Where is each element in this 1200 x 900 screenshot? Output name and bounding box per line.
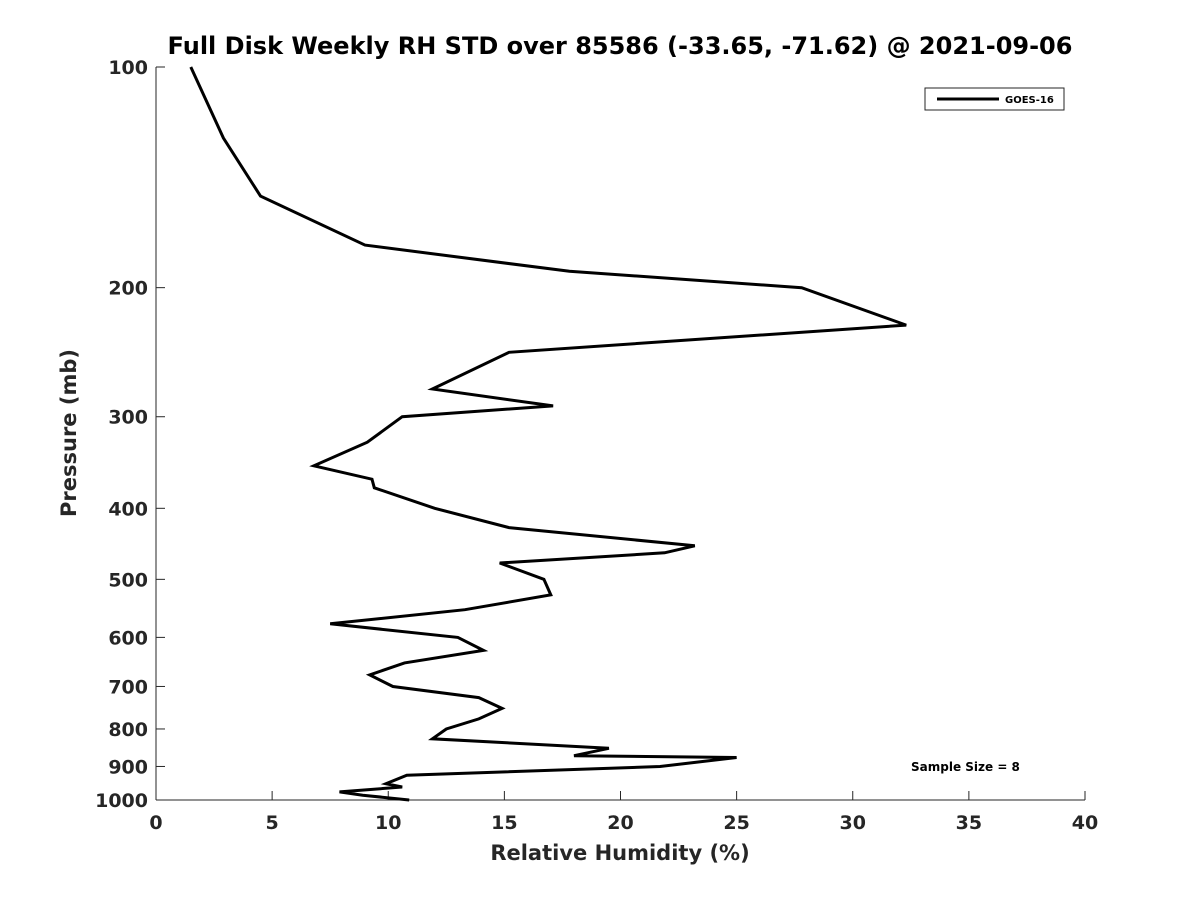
y-tick-label: 100 (108, 57, 148, 79)
y-axis: 100 200 300 400 500 600 700 800 900 1000 (95, 57, 165, 812)
y-tick-label: 500 (108, 569, 148, 591)
y-tick-label: 800 (108, 719, 148, 741)
series-line-goes-16 (189, 66, 907, 802)
y-tick-label: 400 (108, 498, 148, 520)
x-tick-label: 15 (491, 812, 517, 834)
x-tick-label: 20 (607, 812, 633, 834)
y-axis-label: Pressure (mb) (57, 349, 81, 517)
sample-size-annotation: Sample Size = 8 (911, 760, 1020, 774)
x-tick-label: 25 (723, 812, 749, 834)
y-tick-label: 1000 (95, 790, 148, 812)
chart-title: Full Disk Weekly RH STD over 85586 (-33.… (168, 32, 1073, 60)
x-tick-label: 40 (1072, 812, 1098, 834)
x-tick-label: 5 (266, 812, 279, 834)
x-axis: 0 5 10 15 20 25 30 35 40 (149, 791, 1098, 834)
y-tick-label: 700 (108, 676, 148, 698)
plot-area (156, 67, 1085, 800)
x-tick-label: 30 (840, 812, 866, 834)
x-axis-label: Relative Humidity (%) (490, 841, 749, 865)
legend-label-goes-16: GOES-16 (1005, 95, 1054, 106)
y-tick-label: 200 (108, 278, 148, 300)
y-tick-label: 900 (108, 756, 148, 778)
y-tick-label: 300 (108, 407, 148, 429)
legend: GOES-16 (924, 87, 1065, 111)
y-tick-label: 600 (108, 627, 148, 649)
x-tick-label: 0 (149, 812, 162, 834)
x-tick-label: 10 (375, 812, 401, 834)
x-tick-label: 35 (956, 812, 982, 834)
